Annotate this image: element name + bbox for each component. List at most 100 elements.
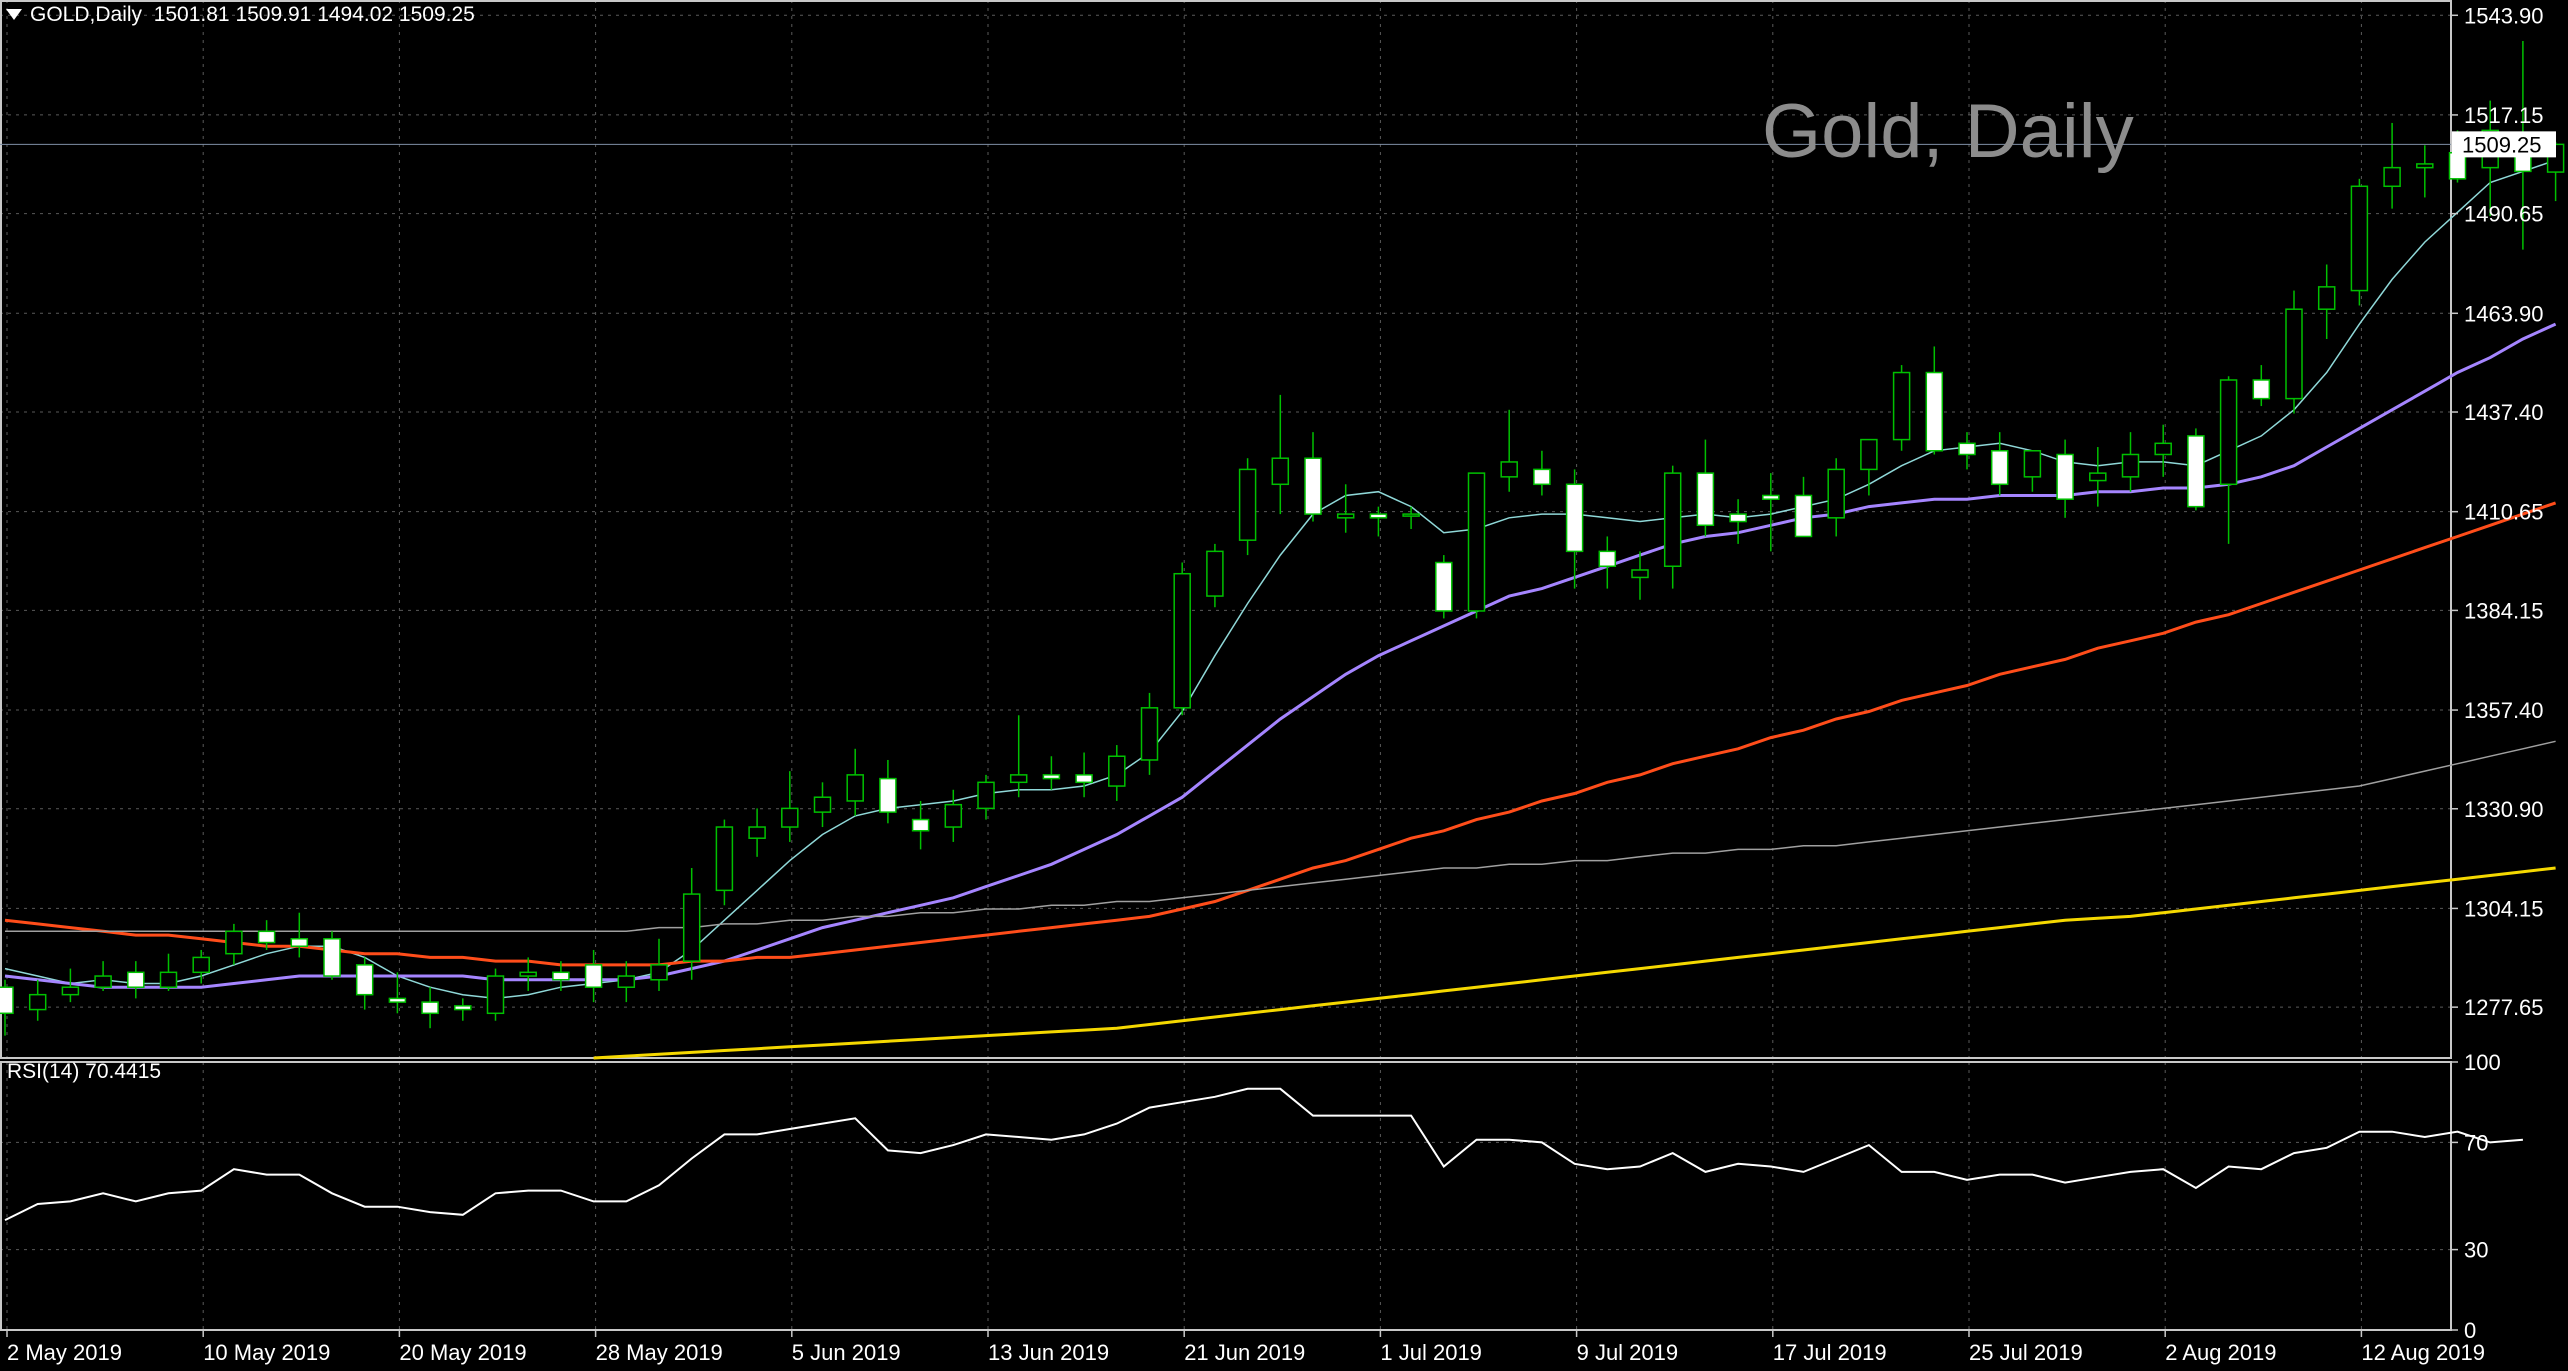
candle [1435,555,1453,619]
candle-body [911,818,930,832]
candle [682,868,701,980]
candle [977,774,995,820]
candle-body [2121,453,2140,478]
candle [2056,439,2074,518]
candle-body [2089,472,2107,482]
candle [911,800,930,850]
candle [1892,365,1911,451]
time-axis-label: 2 May 2019 [7,1340,122,1365]
chart-header: GOLD,Daily 1501.81 1509.91 1494.02 1509.… [30,3,475,27]
candle-body [519,971,537,977]
candle-body [225,930,243,955]
candle-body [1271,457,1290,486]
candle-body [2023,450,2042,478]
candle [781,771,799,842]
candle-body [257,930,276,944]
time-axis-label: 20 May 2019 [399,1340,526,1365]
symbol-label: GOLD,Daily [30,3,143,26]
candle-body [421,1001,439,1015]
rsi-axis-label: 100 [2464,1050,2501,1075]
candle-body [2219,379,2238,486]
candle [2121,432,2140,492]
candle [290,912,309,958]
candle [2252,365,2271,407]
candle [2023,450,2042,492]
chart-watermark: Gold, Daily [1762,89,2134,174]
candle-body [1140,707,1159,761]
candle [2285,290,2303,414]
candle-body [748,826,766,839]
candle [1140,692,1159,775]
candle [1565,469,1584,589]
candle-body [1435,561,1453,612]
price-panel-frame [0,0,2452,1059]
candle [127,961,145,999]
candle [323,931,341,980]
candle-body [1892,371,1911,441]
candle [1827,458,1845,537]
candle [2219,376,2238,544]
candle-body [1336,513,1355,519]
candle-body [1958,442,1976,456]
rsi-header: RSI(14) 70.4415 [7,1060,162,1083]
symbol-menu-toggle-icon[interactable] [6,9,22,20]
candle [28,979,47,1021]
candle [1598,536,1617,589]
candle [617,961,636,1003]
candles [0,40,2565,1036]
candle [192,949,210,984]
candle-body [290,938,309,947]
candle [813,782,832,828]
candle-body [1565,483,1584,553]
candle-body [1467,472,1486,612]
candle [1238,458,1257,556]
candle-body [617,975,636,988]
candle-body [1009,774,1028,784]
candle-body [1369,513,1388,519]
candle-body [2350,185,2369,292]
candle [1467,472,1486,619]
candle [1794,476,1813,538]
candle [1696,439,1715,537]
candle-body [454,1005,472,1011]
candle-body [61,986,80,996]
ma-line-long [5,740,2556,933]
candle [1990,432,2009,496]
candle [355,957,374,1010]
price-axis-label: 1463.90 [2464,301,2544,326]
candle-body [127,971,145,988]
time-axis-label: 13 Jun 2019 [988,1340,1109,1365]
candle-body [1925,371,1944,452]
price-axis-label: 1410.65 [2464,500,2544,525]
candle [1075,752,1093,798]
price-axis-label: 1543.90 [2464,3,2544,28]
candle [2350,178,2369,306]
candle [1271,394,1290,515]
candle-body [846,774,864,802]
candle-body [1075,774,1093,784]
price-axis-label: 1277.65 [2464,995,2544,1020]
time-axis-label: 10 May 2019 [203,1340,330,1365]
candle-body [552,971,570,981]
candle-body [1304,457,1322,515]
candle-body [159,971,178,988]
candle-body [1631,569,1649,579]
candle-body [2317,286,2336,310]
candle-body [1696,472,1715,527]
candle-body [2383,166,2401,188]
candle [715,819,734,906]
candle [1533,450,1551,496]
price-axis-label: 1490.65 [2464,202,2544,227]
candle [257,920,276,950]
candle [944,789,963,842]
candle-body [944,803,963,828]
candle [1173,562,1191,716]
candle [1369,506,1388,537]
candle-body [1860,438,1878,471]
candle [1958,432,1976,470]
price-axis-label: 1357.40 [2464,698,2544,723]
candle [1729,499,1747,544]
candle [748,808,766,857]
candle [0,979,14,1036]
